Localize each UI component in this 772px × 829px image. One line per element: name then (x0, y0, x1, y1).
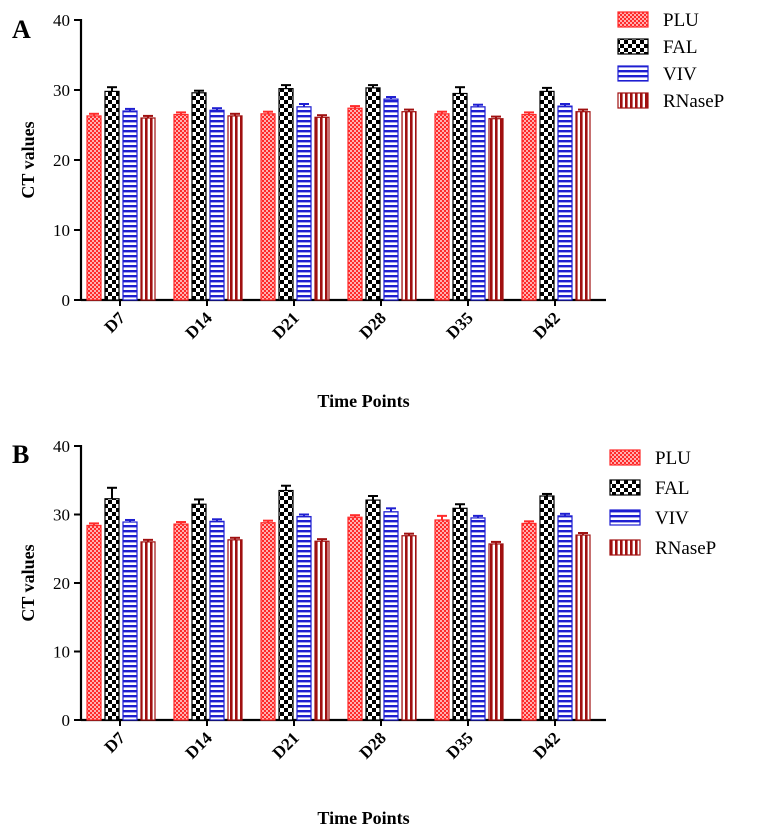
x-tick-label: D14 (182, 308, 216, 342)
y-axis-title: CT values (18, 121, 38, 198)
legend-swatch-rnasep (609, 539, 641, 556)
chart-panel-A: A 0 10 20 30 40 CT values Time Points D7 D14 D21 D2… (12, 10, 724, 411)
bar-plu-d42 (521, 113, 537, 301)
bar-viv-d35 (470, 106, 486, 301)
legend-label-viv: VIV (655, 508, 689, 529)
chart-panel-B: B 0 10 20 30 40 CT values Time Points D7 D14 D21 D2… (12, 437, 716, 828)
x-tick-label: D35 (443, 728, 477, 762)
bar-viv-d21 (296, 515, 312, 721)
x-tick-label: D7 (101, 728, 129, 756)
y-tick-label: 30 (53, 81, 70, 100)
bar-rnasep-d28 (401, 535, 417, 721)
x-axis-title: Time Points (317, 808, 409, 828)
bar-viv-d42 (557, 105, 573, 301)
bar-fal-d28 (365, 87, 381, 301)
bar-plu-d14 (173, 523, 189, 721)
bar-fal-d35 (452, 507, 468, 721)
bar-rnasep-d35 (488, 118, 504, 301)
legend-swatch-plu (617, 11, 649, 28)
bar-plu-d7 (86, 524, 102, 721)
bar-plu-d42 (521, 522, 537, 721)
bar-fal-d14 (191, 503, 207, 721)
legend-label-plu: PLU (663, 10, 699, 31)
legend-swatch-plu (609, 449, 641, 466)
bar-rnasep-d7 (140, 117, 156, 301)
legend-label-rnasep: RNaseP (655, 538, 716, 559)
legend-swatch-viv (609, 509, 641, 526)
y-tick-label: 40 (53, 11, 70, 30)
y-tick-label: 0 (62, 291, 71, 310)
x-tick-label: D21 (269, 728, 303, 762)
bar-viv-d14 (209, 520, 225, 721)
legend-swatch-viv (617, 65, 649, 82)
x-tick-label: D42 (530, 308, 564, 342)
bar-plu-d14 (173, 113, 189, 301)
bar-fal-d21 (278, 87, 294, 301)
bar-plu-d28 (347, 107, 363, 301)
legend-swatch-rnasep (617, 92, 649, 109)
bar-fal-d14 (191, 92, 207, 301)
x-tick-label: D35 (443, 308, 477, 342)
bar-viv-d7 (122, 110, 138, 301)
y-tick-label: 0 (62, 711, 71, 730)
bar-rnasep-d14 (227, 539, 243, 721)
bar-plu-d35 (434, 519, 450, 721)
x-tick-label: D28 (356, 308, 390, 342)
legend-label-plu: PLU (655, 448, 691, 469)
bar-plu-d35 (434, 113, 450, 301)
legend-label-fal: FAL (655, 478, 689, 499)
bar-rnasep-d35 (488, 543, 504, 721)
bar-rnasep-d14 (227, 115, 243, 301)
bar-rnasep-d7 (140, 541, 156, 721)
bar-fal-d7 (104, 90, 120, 301)
bar-rnasep-d42 (575, 534, 591, 721)
y-tick-label: 10 (53, 221, 70, 240)
bar-viv-d21 (296, 106, 312, 301)
bar-plu-d21 (260, 522, 276, 721)
x-tick-label: D42 (530, 728, 564, 762)
y-tick-label: 40 (53, 437, 70, 456)
y-tick-label: 20 (53, 574, 70, 593)
x-tick-label: D14 (182, 728, 216, 762)
y-axis-title: CT values (18, 544, 38, 621)
panel-letter: A (12, 15, 31, 44)
bar-fal-d21 (278, 489, 294, 721)
x-axis-title: Time Points (317, 391, 409, 411)
bar-viv-d35 (470, 517, 486, 721)
bar-fal-d7 (104, 498, 120, 721)
x-tick-label: D7 (101, 308, 129, 336)
x-tick-label: D28 (356, 728, 390, 762)
bar-viv-d42 (557, 515, 573, 721)
legend-swatch-fal (617, 38, 649, 55)
x-tick-label: D21 (269, 308, 303, 342)
legend-label-rnasep: RNaseP (663, 91, 724, 112)
bar-viv-d7 (122, 521, 138, 721)
bar-rnasep-d21 (314, 116, 330, 301)
bar-viv-d14 (209, 109, 225, 301)
y-tick-label: 20 (53, 151, 70, 170)
bar-fal-d42 (539, 90, 555, 301)
bar-viv-d28 (383, 511, 399, 721)
legend-label-viv: VIV (663, 64, 697, 85)
bar-rnasep-d21 (314, 540, 330, 721)
legend-swatch-fal (609, 479, 641, 496)
bar-fal-d28 (365, 499, 381, 721)
bar-rnasep-d42 (575, 111, 591, 301)
bar-fal-d42 (539, 495, 555, 721)
bar-rnasep-d28 (401, 111, 417, 301)
bar-plu-d21 (260, 113, 276, 301)
bar-viv-d28 (383, 98, 399, 301)
y-tick-label: 30 (53, 506, 70, 525)
bar-plu-d7 (86, 115, 102, 301)
bar-plu-d28 (347, 516, 363, 721)
bar-fal-d35 (452, 92, 468, 301)
y-tick-label: 10 (53, 643, 70, 662)
legend-label-fal: FAL (663, 37, 697, 58)
panel-letter: B (12, 440, 29, 469)
